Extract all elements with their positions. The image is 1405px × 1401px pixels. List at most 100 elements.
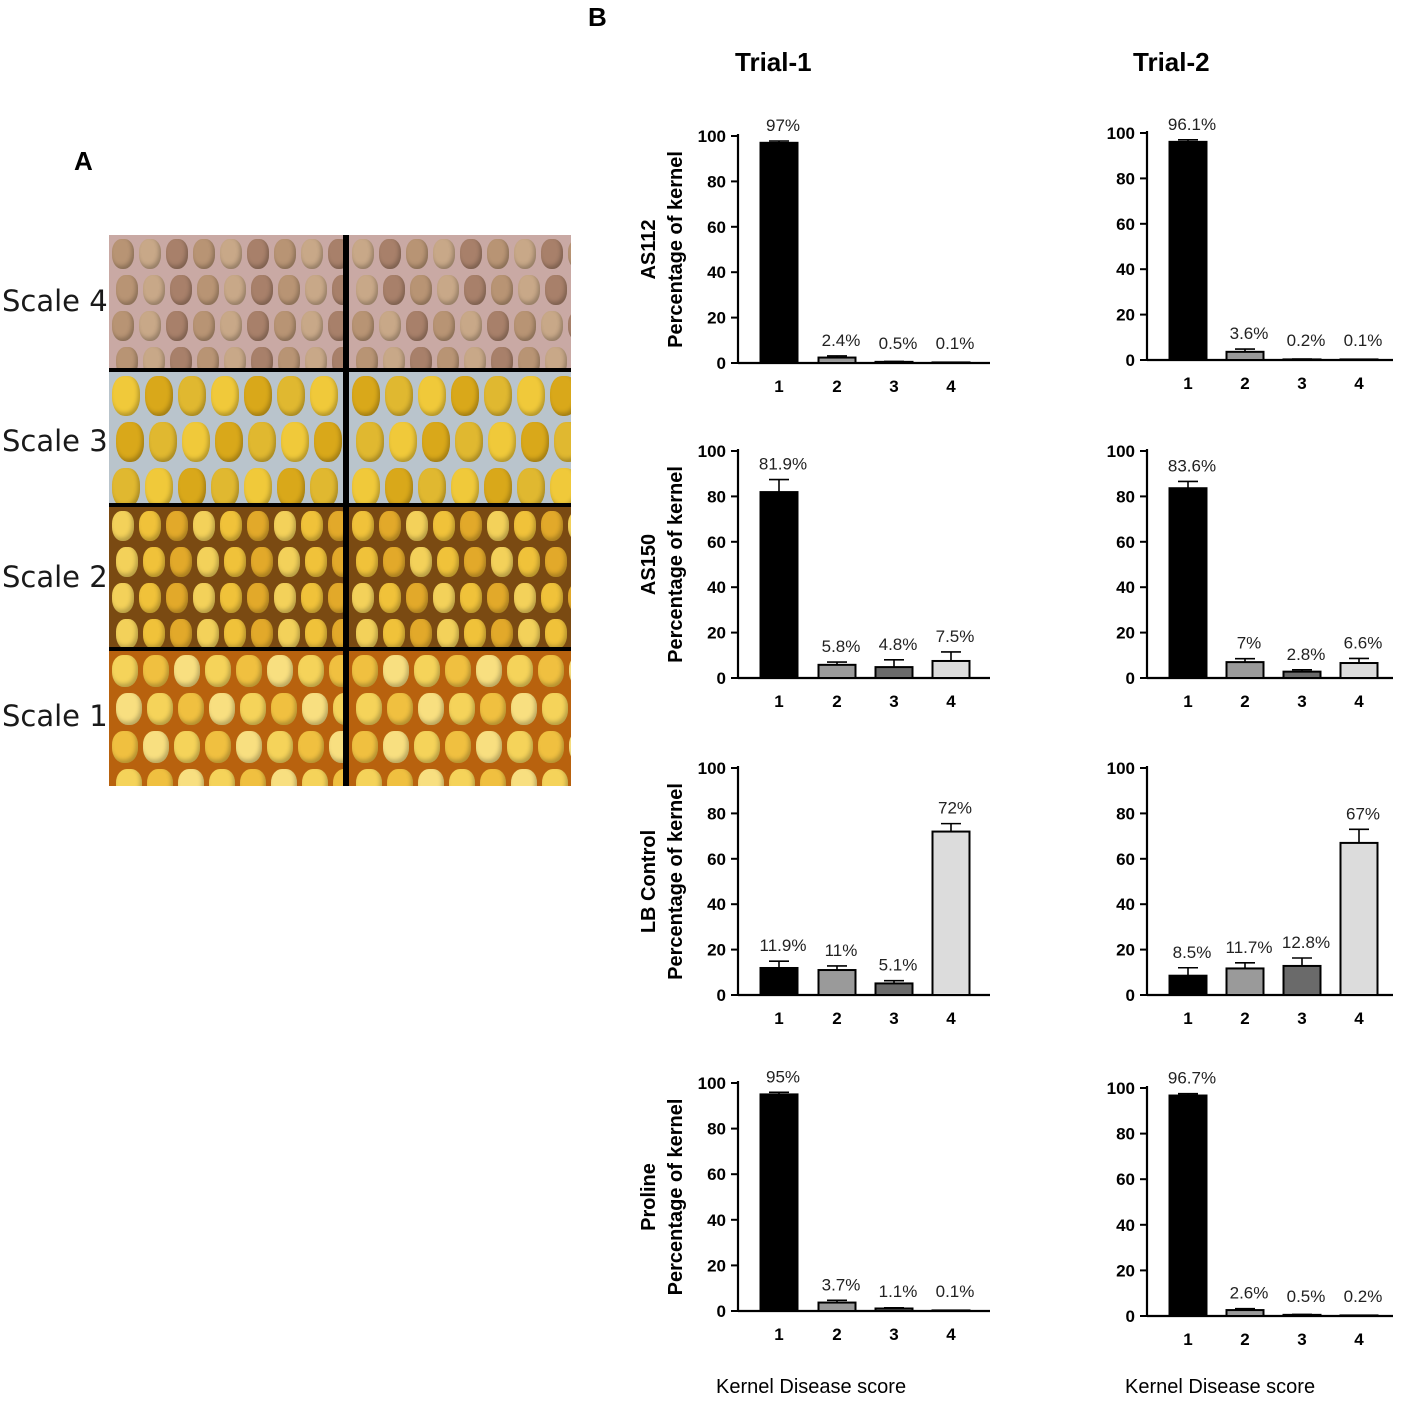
- kernel: [460, 583, 482, 613]
- kernel: [445, 731, 471, 763]
- as112-trial-2-bar-4: [1339, 358, 1379, 361]
- as112-trial-2-data-label-2: 3.6%: [1230, 324, 1269, 343]
- kernel: [449, 769, 475, 786]
- as150-trial-1-ytick-label: 80: [707, 487, 726, 506]
- kernel: [220, 311, 242, 341]
- kernel: [352, 583, 374, 613]
- as112-trial-2-ytick-label: 60: [1116, 215, 1135, 234]
- kernel: [170, 347, 192, 368]
- as112-trial-1-ylabel: Percentage of kernel: [665, 151, 687, 348]
- proline-trial-2-ytick-label: 100: [1107, 1079, 1135, 1098]
- kernel: [271, 769, 297, 786]
- kernel: [487, 311, 509, 341]
- kernel: [518, 547, 540, 577]
- kernel: [220, 583, 242, 613]
- lb-control-trial-1-xtick-label-2: 2: [832, 1009, 841, 1028]
- lb-control-trial-1-xtick-label-3: 3: [889, 1009, 898, 1028]
- kernel: [538, 731, 564, 763]
- as112-trial-1-data-label-2: 2.4%: [822, 331, 861, 350]
- lb-control-trial-2-data-label-2: 11.7%: [1226, 938, 1273, 957]
- kernel: [170, 619, 192, 647]
- proline-trial-1-data-label-4: 0.1%: [936, 1282, 975, 1301]
- as150-trial-2-xtick-label-2: 2: [1240, 692, 1249, 711]
- as112-trial-2-data-label-3: 0.2%: [1287, 331, 1326, 350]
- kernel: [541, 583, 563, 613]
- as150-trial-1-data-label-2: 5.8%: [822, 637, 861, 656]
- kernel: [197, 619, 219, 647]
- panel-a-letter: A: [74, 146, 93, 176]
- kernel: [387, 769, 413, 786]
- as112-trial-1-data-label-1: 97%: [766, 116, 800, 135]
- kernel: [554, 422, 571, 462]
- kernel: [224, 619, 246, 647]
- kernel: [143, 275, 165, 305]
- as112-trial-1-data-label-4: 0.1%: [936, 334, 975, 353]
- lb-control-trial-1-ytick-label: 0: [717, 986, 726, 1005]
- kernel: [147, 693, 173, 725]
- kernel: [542, 693, 568, 725]
- as112-trial-2-ytick-label: 100: [1107, 124, 1135, 143]
- as112-trial-2-xtick-label-2: 2: [1240, 374, 1249, 393]
- proline-trial-1-bar-1: [759, 1093, 799, 1313]
- trial-2-xaxis-title: Kernel Disease score: [1125, 1376, 1316, 1398]
- as112-trial-1-bar-2: [817, 356, 857, 365]
- as112-trial-1-ytick-label: 20: [707, 309, 726, 328]
- kernel: [267, 655, 293, 687]
- kernel: [433, 583, 455, 613]
- kernel: [197, 275, 219, 305]
- kernel: [298, 655, 324, 687]
- kernel: [112, 511, 134, 541]
- kernel: [333, 693, 343, 725]
- proline-trial-1-bar-2: [817, 1301, 857, 1312]
- scale-3-photo-2: [349, 372, 571, 503]
- kernel: [332, 347, 343, 368]
- kernel: [433, 311, 455, 341]
- kernel: [116, 769, 142, 786]
- as150-trial-1-data-label-3: 4.8%: [879, 635, 918, 654]
- lb-control-trial-2-xtick-label-4: 4: [1354, 1009, 1364, 1028]
- kernel: [511, 693, 537, 725]
- kernel: [418, 468, 446, 503]
- proline-trial-1-bar-4: [931, 1309, 971, 1313]
- as112-trial-2-ytick-label: 40: [1116, 260, 1135, 279]
- kernel: [116, 693, 142, 725]
- as112-trial-2-xtick-label-1: 1: [1183, 374, 1192, 393]
- kernel: [166, 511, 188, 541]
- proline-trial-2-ytick-label: 80: [1116, 1125, 1135, 1144]
- kernel: [247, 311, 269, 341]
- kernel: [277, 376, 305, 416]
- as150-trial-2-bar-1: [1168, 487, 1208, 679]
- proline-trial-2-ytick-label: 20: [1116, 1261, 1135, 1280]
- kernel: [464, 347, 486, 368]
- kernel: [182, 422, 210, 462]
- proline-trial-1-ylabel: Percentage of kernel: [665, 1099, 687, 1296]
- as150-trial-2-xtick-label-1: 1: [1183, 692, 1192, 711]
- kernel: [356, 769, 382, 786]
- kernel: [332, 275, 343, 305]
- kernel: [116, 275, 138, 305]
- kernel: [545, 347, 567, 368]
- kernel: [139, 239, 161, 269]
- kernel: [116, 347, 138, 368]
- as150-trial-2-ytick-label: 60: [1116, 533, 1135, 552]
- proline-trial-2-ytick-label: 40: [1116, 1216, 1135, 1235]
- as150-trial-1-bar-4: [931, 659, 971, 679]
- proline-trial-2-ytick-label: 0: [1126, 1307, 1135, 1326]
- kernel: [220, 511, 242, 541]
- as150-trial-1-xtick-label-3: 3: [889, 692, 898, 711]
- kernel: [116, 422, 144, 462]
- kernel: [143, 547, 165, 577]
- kernel: [383, 619, 405, 647]
- proline-trial-1-xtick-label-3: 3: [889, 1325, 898, 1344]
- kernel: [310, 468, 338, 503]
- kernel: [251, 275, 273, 305]
- kernel: [464, 275, 486, 305]
- kernel: [301, 239, 323, 269]
- as150-trial-1-bar-1: [759, 491, 799, 679]
- kernel: [487, 511, 509, 541]
- kernel: [389, 422, 417, 462]
- lb-control-trial-1-bar-2: [817, 969, 857, 997]
- kernel: [244, 468, 272, 503]
- kernel: [139, 511, 161, 541]
